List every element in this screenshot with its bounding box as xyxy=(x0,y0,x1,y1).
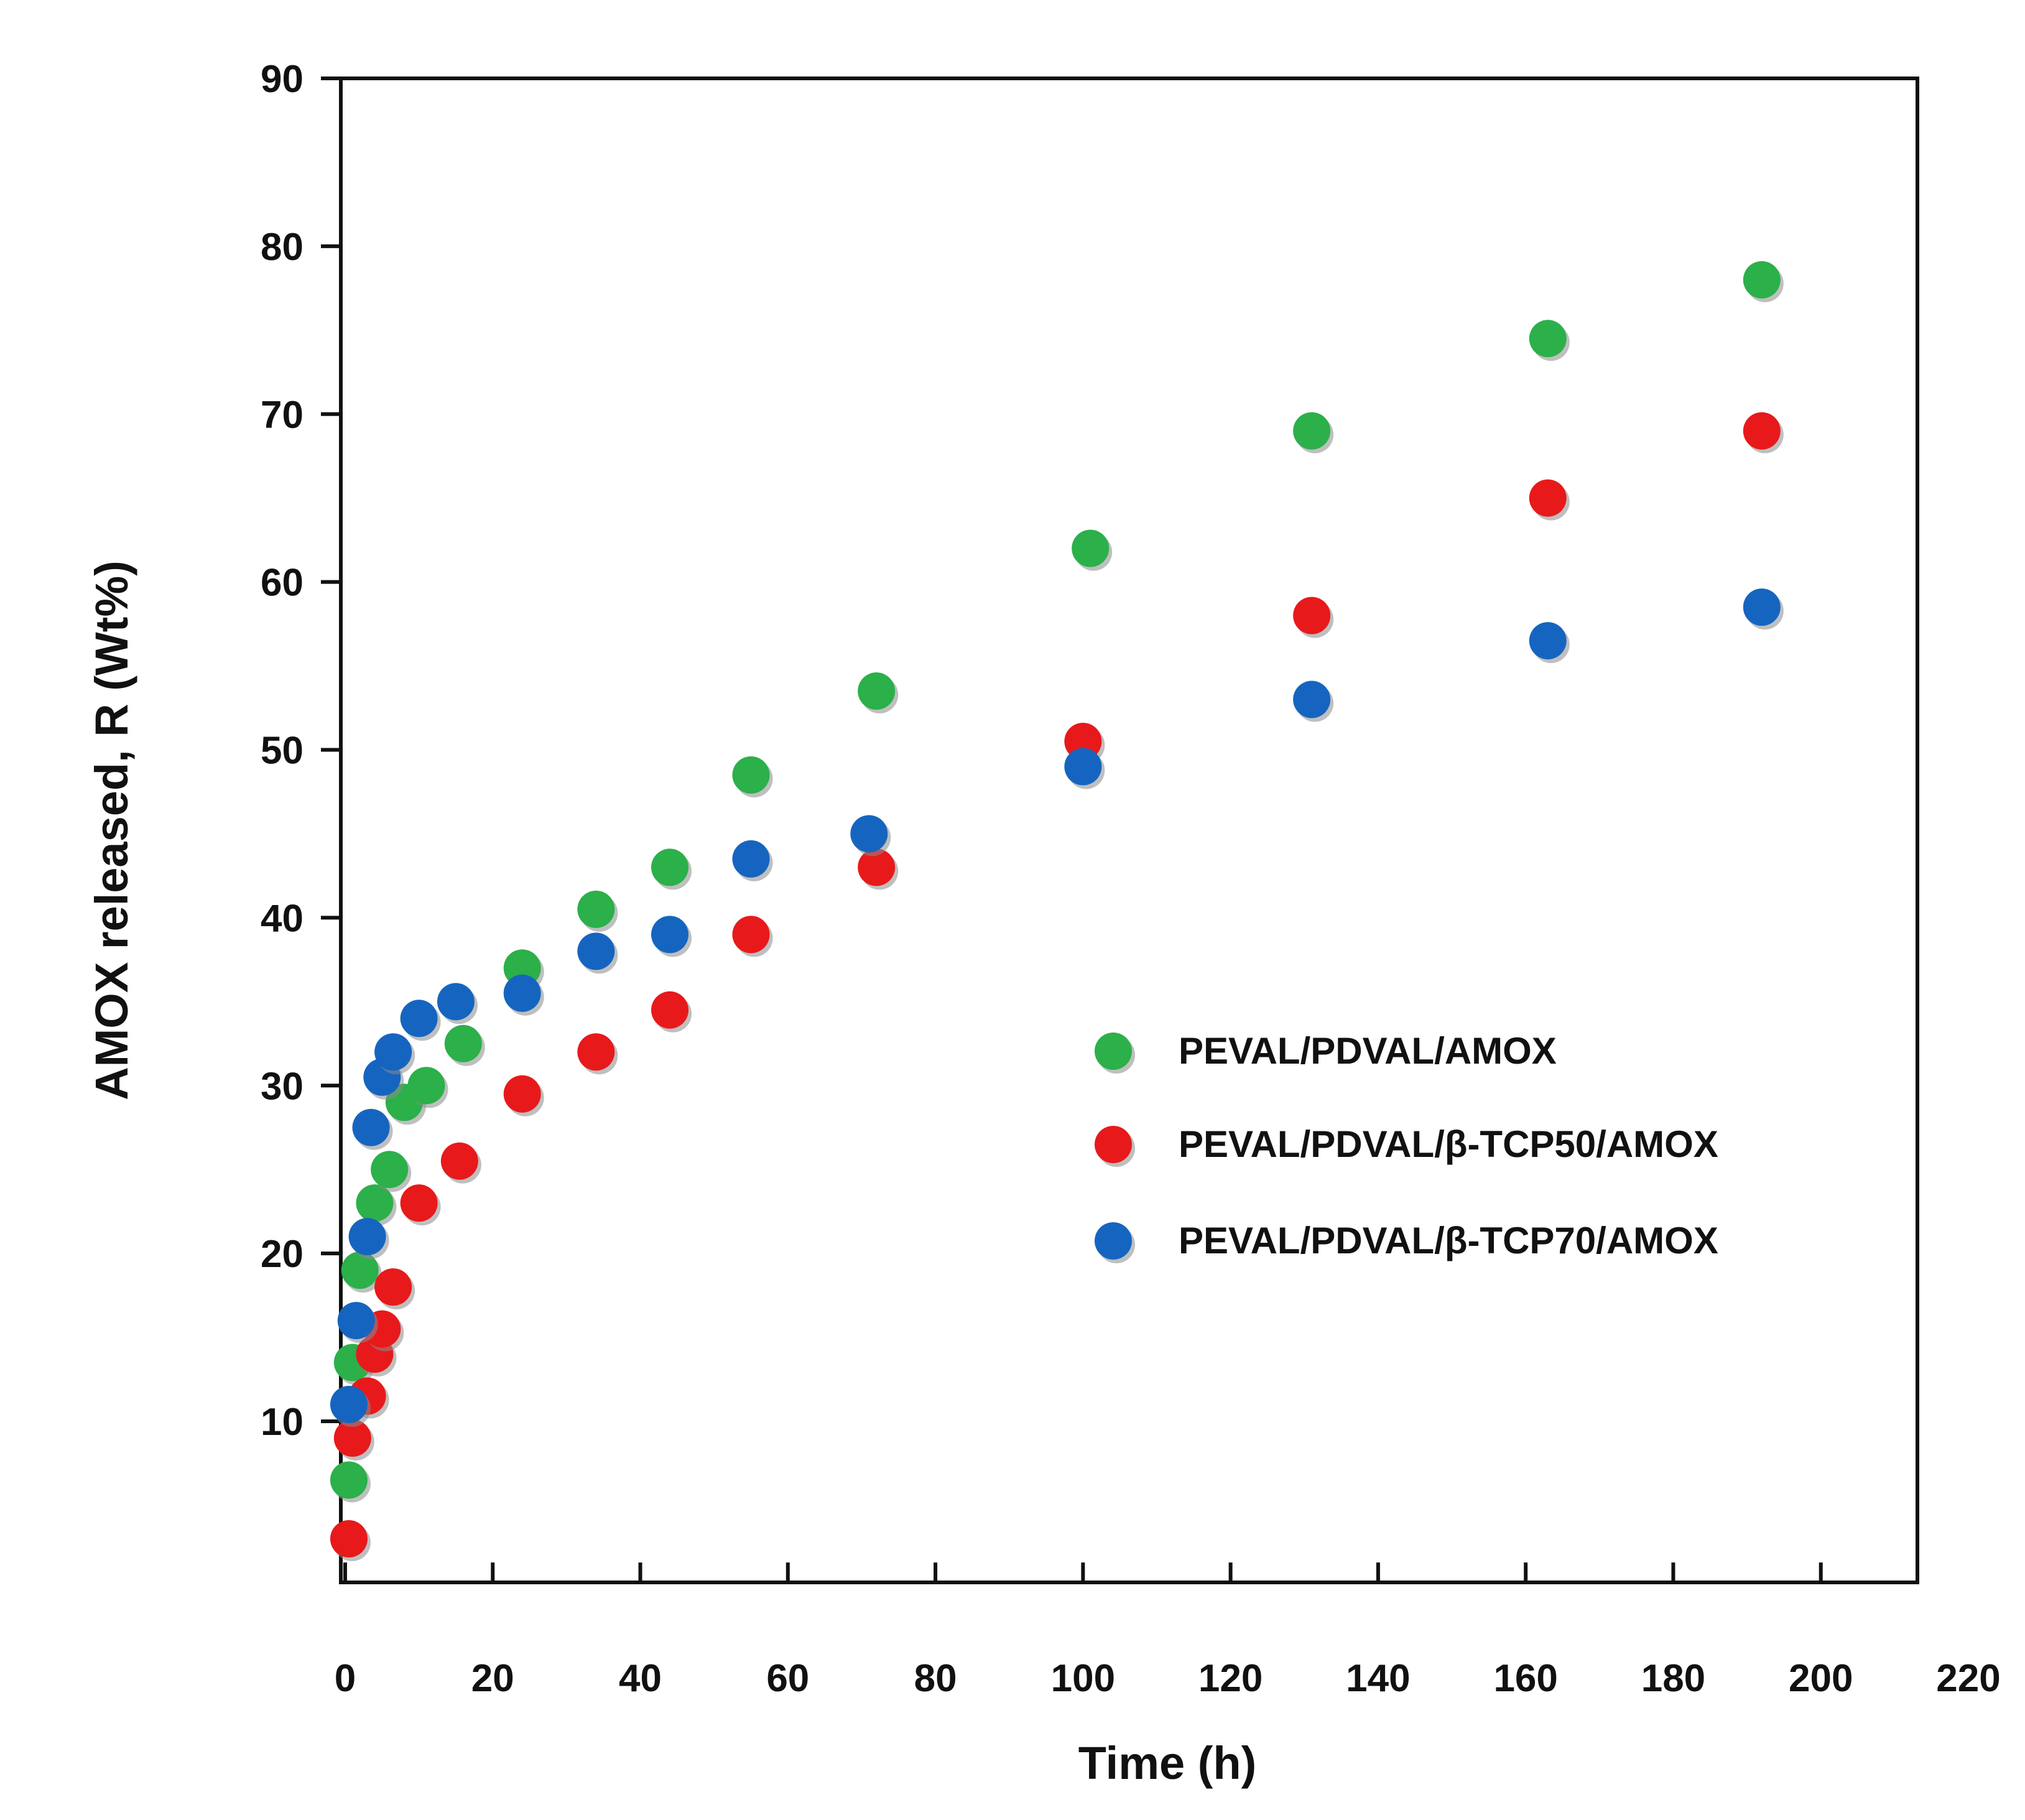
legend-marker-2 xyxy=(1095,1126,1132,1163)
series-2-point xyxy=(858,848,896,886)
legend-marker-3 xyxy=(1095,1222,1132,1260)
y-tick-label: 20 xyxy=(261,1233,304,1276)
series-2-point xyxy=(440,1142,478,1180)
x-tick-label: 40 xyxy=(619,1657,662,1700)
y-tick-label: 10 xyxy=(261,1401,304,1444)
series-1-point xyxy=(444,1024,482,1062)
series-3-point xyxy=(651,916,688,954)
x-tick-label: 20 xyxy=(471,1657,514,1700)
legend-marker-1 xyxy=(1095,1033,1132,1070)
series-3-point xyxy=(1064,748,1102,786)
legend: PEVAL/PDVAL/AMOX PEVAL/PDVAL/β-TCP50/AMOX… xyxy=(1095,1030,1718,1263)
x-tick-label: 180 xyxy=(1641,1657,1705,1700)
series-3-point xyxy=(400,1000,438,1038)
series-2-point xyxy=(330,1520,368,1558)
series-3-point xyxy=(850,815,888,853)
series-2-point xyxy=(1293,597,1331,634)
series-3-point xyxy=(577,932,615,970)
legend-label-3: PEVAL/PDVAL/β-TCP70/AMOX xyxy=(1179,1220,1718,1261)
series-1-point xyxy=(1529,320,1567,358)
series-1-point xyxy=(330,1461,368,1499)
y-tick-label: 80 xyxy=(261,226,304,269)
y-axis-title: AMOX released, R (Wt%) xyxy=(86,560,137,1100)
x-tick-label: 60 xyxy=(766,1657,809,1700)
y-tick-label: 30 xyxy=(261,1065,304,1108)
series-3-point xyxy=(337,1302,375,1340)
series-2-point xyxy=(1529,479,1567,517)
series-3-point xyxy=(503,974,541,1012)
x-tick-label: 200 xyxy=(1789,1657,1853,1700)
series-1-point xyxy=(407,1067,445,1105)
series-2-point xyxy=(651,991,688,1029)
series-3-point xyxy=(352,1108,390,1146)
series-2-point xyxy=(333,1419,371,1457)
series-3-point xyxy=(330,1386,368,1424)
x-axis-title: Time (h) xyxy=(1078,1737,1256,1789)
series-1-point xyxy=(1072,529,1110,567)
y-tick-label: 60 xyxy=(261,562,304,605)
series-3-point xyxy=(437,983,475,1021)
y-tick-label: 70 xyxy=(261,394,304,437)
x-tick-label: 140 xyxy=(1346,1657,1410,1700)
series-2-point xyxy=(1743,412,1781,450)
y-tick-label: 40 xyxy=(261,897,304,940)
y-tick-label: 50 xyxy=(261,730,304,773)
series-3-point xyxy=(732,840,770,878)
x-tick-label: 160 xyxy=(1493,1657,1557,1700)
series-1-point xyxy=(371,1151,409,1189)
x-tick-label: 0 xyxy=(335,1657,356,1700)
y-axis: 10 20 30 40 50 60 70 80 90 xyxy=(261,58,341,1444)
series-1-point xyxy=(858,672,896,710)
legend-label-2: PEVAL/PDVAL/β-TCP50/AMOX xyxy=(1179,1123,1718,1165)
legend-label-1: PEVAL/PDVAL/AMOX xyxy=(1179,1030,1557,1072)
series-1-point xyxy=(1293,412,1331,450)
series-3-point xyxy=(1529,622,1567,660)
series-3-point xyxy=(348,1218,386,1256)
series-2-point xyxy=(732,916,770,954)
data-points xyxy=(330,261,1784,1561)
series-3-point xyxy=(1743,588,1781,626)
series-2-point xyxy=(400,1184,438,1222)
series-1-point xyxy=(356,1184,394,1222)
series-3-point xyxy=(1293,680,1331,718)
series-1-point xyxy=(1743,261,1781,299)
series-2-point xyxy=(503,1075,541,1113)
x-tick-label: 220 xyxy=(1936,1657,2000,1700)
y-tick-label: 90 xyxy=(261,58,304,101)
series-1-point xyxy=(732,756,770,794)
x-tick-label: 100 xyxy=(1051,1657,1115,1700)
plot-frame xyxy=(339,77,1919,1584)
x-tick-label: 120 xyxy=(1198,1657,1263,1700)
series-1-point xyxy=(651,848,688,886)
series-2-point xyxy=(577,1033,615,1071)
series-1-point xyxy=(341,1251,379,1289)
series-1-point xyxy=(577,890,615,928)
x-axis: 0 20 40 60 80 100 120 140 160 180 200 220 xyxy=(335,1562,2001,1700)
series-3-point xyxy=(374,1033,412,1071)
series-2-point xyxy=(374,1268,412,1306)
x-tick-label: 80 xyxy=(914,1657,957,1700)
